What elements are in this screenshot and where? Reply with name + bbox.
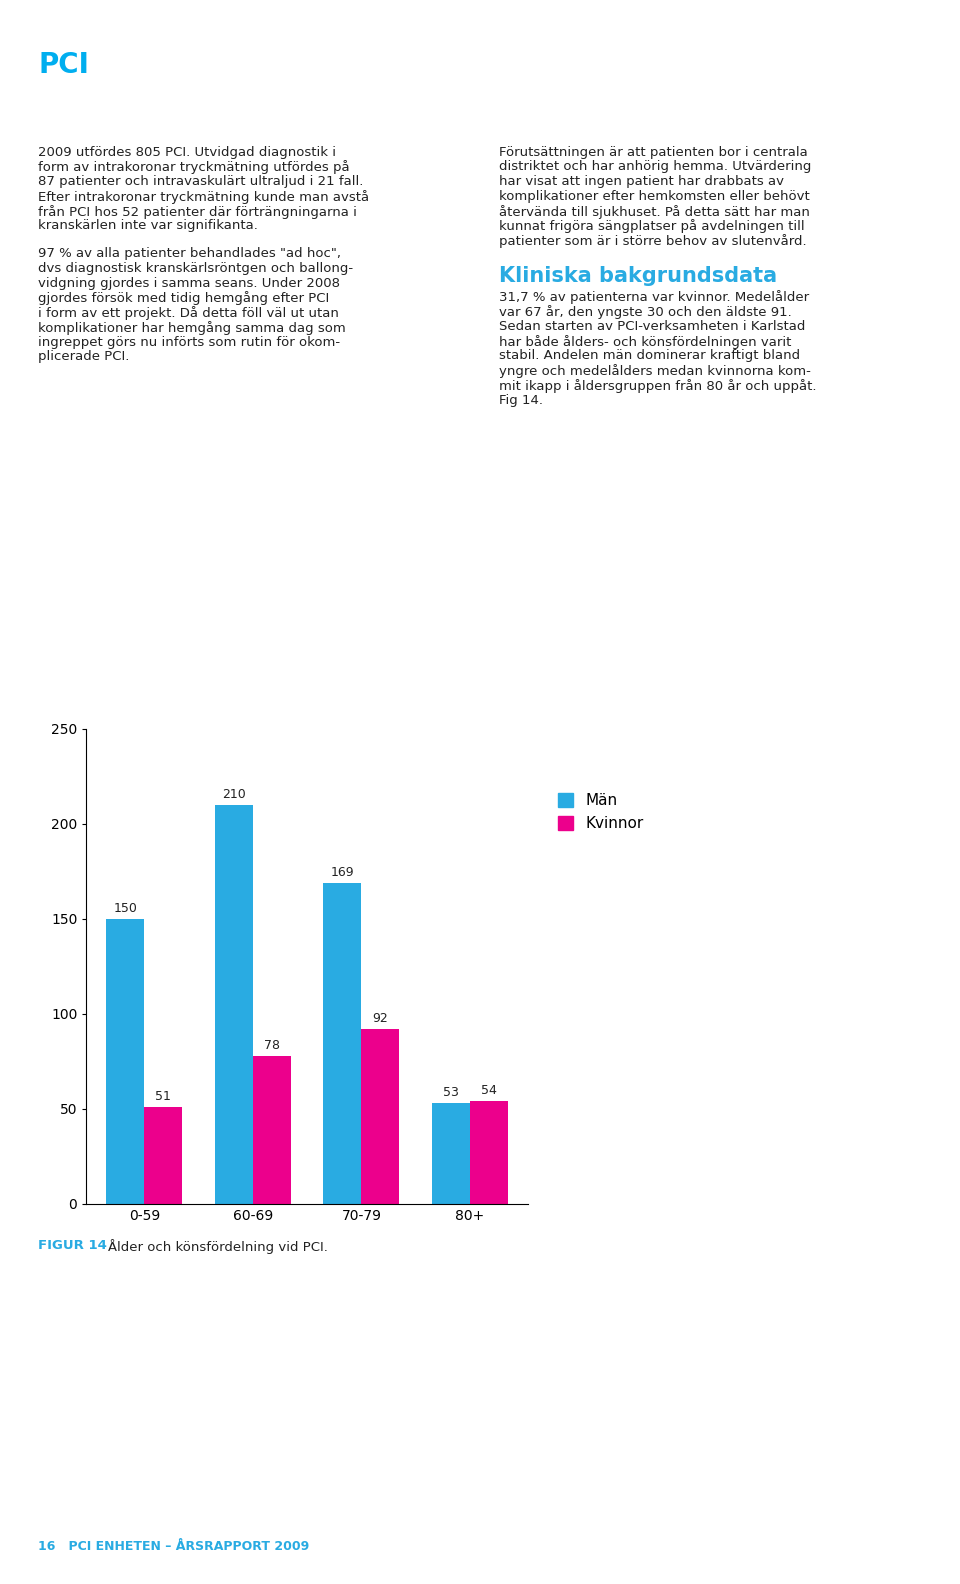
Text: FIGUR 14: FIGUR 14: [38, 1239, 108, 1251]
Text: Efter intrakoronar tryckmätning kunde man avstå: Efter intrakoronar tryckmätning kunde ma…: [38, 190, 370, 204]
Text: Förutsättningen är att patienten bor i centrala: Förutsättningen är att patienten bor i c…: [499, 146, 808, 158]
Text: 87 patienter och intravaskulärt ultraljud i 21 fall.: 87 patienter och intravaskulärt ultralju…: [38, 176, 364, 188]
Text: ingreppet görs nu införts som rutin för okom-: ingreppet görs nu införts som rutin för …: [38, 336, 341, 348]
Text: 150: 150: [113, 901, 137, 916]
Text: har visat att ingen patient har drabbats av: har visat att ingen patient har drabbats…: [499, 176, 784, 188]
Text: kunnat frigöra sängplatser på avdelningen till: kunnat frigöra sängplatser på avdelninge…: [499, 219, 804, 233]
Text: yngre och medelålders medan kvinnorna kom-: yngre och medelålders medan kvinnorna ko…: [499, 364, 811, 379]
Text: 16   PCI ENHETEN – ÅRSRAPPORT 2009: 16 PCI ENHETEN – ÅRSRAPPORT 2009: [38, 1540, 310, 1552]
Text: komplikationer har hemgång samma dag som: komplikationer har hemgång samma dag som: [38, 322, 347, 334]
Text: 31,7 % av patienterna var kvinnor. Medelålder: 31,7 % av patienterna var kvinnor. Medel…: [499, 290, 809, 304]
Bar: [144, 1107, 182, 1204]
Bar: [252, 1055, 291, 1204]
Text: form av intrakoronar tryckmätning utfördes på: form av intrakoronar tryckmätning utförd…: [38, 160, 350, 174]
Text: plicerade PCI.: plicerade PCI.: [38, 350, 130, 363]
Text: distriktet och har anhörig hemma. Utvärdering: distriktet och har anhörig hemma. Utvärd…: [499, 160, 811, 174]
Text: Kliniska bakgrundsdata: Kliniska bakgrundsdata: [499, 266, 778, 287]
Text: 54: 54: [481, 1085, 497, 1098]
Text: 97 % av alla patienter behandlades "ad hoc",: 97 % av alla patienter behandlades "ad h…: [38, 247, 342, 260]
Text: Fig 14.: Fig 14.: [499, 393, 543, 407]
Legend: Män, Kvinnor: Män, Kvinnor: [558, 794, 643, 832]
Text: 2009 utfördes 805 PCI. Utvidgad diagnostik i: 2009 utfördes 805 PCI. Utvidgad diagnost…: [38, 146, 336, 158]
Text: Ålder och könsfördelning vid PCI.: Ålder och könsfördelning vid PCI.: [108, 1239, 327, 1253]
Text: 169: 169: [330, 866, 354, 879]
Text: 51: 51: [156, 1090, 172, 1102]
Text: kranskärlen inte var signifikanta.: kranskärlen inte var signifikanta.: [38, 219, 258, 233]
Bar: [432, 1102, 470, 1204]
Text: PCI: PCI: [38, 51, 89, 79]
Text: vidgning gjordes i samma seans. Under 2008: vidgning gjordes i samma seans. Under 20…: [38, 277, 341, 290]
Text: 53: 53: [443, 1087, 459, 1099]
Text: stabil. Andelen män dominerar kraftigt bland: stabil. Andelen män dominerar kraftigt b…: [499, 350, 801, 363]
Text: 92: 92: [372, 1012, 388, 1025]
Text: gjordes försök med tidig hemgång efter PCI: gjordes försök med tidig hemgång efter P…: [38, 291, 329, 306]
Text: var 67 år, den yngste 30 och den äldste 91.: var 67 år, den yngste 30 och den äldste …: [499, 306, 792, 318]
Bar: [470, 1101, 508, 1204]
Text: 78: 78: [264, 1039, 280, 1052]
Text: 210: 210: [222, 787, 246, 802]
Text: dvs diagnostisk kranskärlsröntgen och ballong-: dvs diagnostisk kranskärlsröntgen och ba…: [38, 261, 353, 276]
Text: från PCI hos 52 patienter där förträngningarna i: från PCI hos 52 patienter där förträngni…: [38, 204, 357, 219]
Text: mit ikapp i åldersgruppen från 80 år och uppåt.: mit ikapp i åldersgruppen från 80 år och…: [499, 379, 817, 393]
Bar: [324, 882, 362, 1204]
Text: patienter som är i större behov av slutenvård.: patienter som är i större behov av slute…: [499, 234, 806, 249]
Text: har både ålders- och könsfördelningen varit: har både ålders- och könsfördelningen va…: [499, 334, 792, 348]
Bar: [215, 805, 252, 1204]
Text: komplikationer efter hemkomsten eller behövt: komplikationer efter hemkomsten eller be…: [499, 190, 810, 203]
Bar: [107, 919, 144, 1204]
Bar: [362, 1030, 399, 1204]
Text: återvända till sjukhuset. På detta sätt har man: återvända till sjukhuset. På detta sätt …: [499, 204, 810, 219]
Text: Sedan starten av PCI-verksamheten i Karlstad: Sedan starten av PCI-verksamheten i Karl…: [499, 320, 805, 333]
Text: i form av ett projekt. Då detta föll väl ut utan: i form av ett projekt. Då detta föll väl…: [38, 306, 339, 320]
